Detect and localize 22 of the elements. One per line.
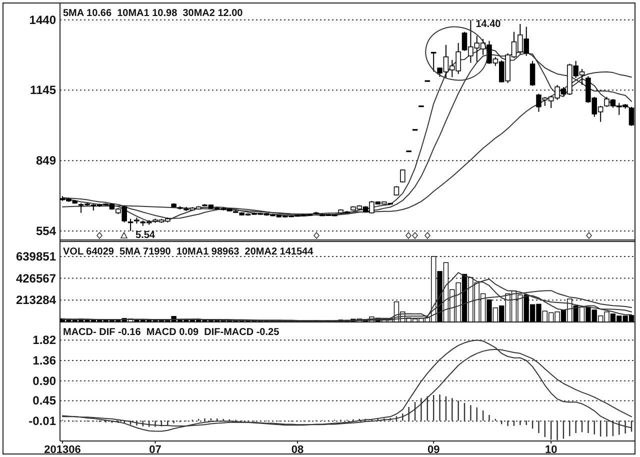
y-tick-label: 213284 <box>16 293 56 308</box>
text: MACD- DIF -0.16 MACD 0.09 DIF-MACD -0.25 <box>63 327 280 338</box>
y-tick-label: 1.36 <box>32 353 56 368</box>
x-tick-label: 09 <box>427 444 440 456</box>
text: 5MA 10.66 10MA1 10.98 30MA2 12.00 <box>63 8 244 19</box>
y-tick-label: 1.82 <box>32 333 56 348</box>
y-tick-label: 0.90 <box>32 374 56 388</box>
x-tick-label: 201306 <box>44 444 81 456</box>
y-tick-label: -0.01 <box>28 414 56 428</box>
y-tick-label: 1145 <box>30 83 56 98</box>
x-tick-label: 10 <box>544 444 558 456</box>
y-tick-label: 426567 <box>16 271 56 286</box>
y-tick-label: 0.45 <box>32 394 56 408</box>
annotation: 14.40 <box>476 18 502 30</box>
text: VOL 64029 5MA 71990 10MA1 98963 20MA2 141544 <box>63 246 314 258</box>
y-tick-label: 849 <box>36 154 56 168</box>
x-tick-label: 07 <box>149 444 162 456</box>
y-tick-label: 554 <box>36 224 56 238</box>
x-tick-label: 08 <box>291 444 304 456</box>
annotation: 5.54 <box>136 230 156 241</box>
y-tick-label: 639851 <box>16 249 56 264</box>
y-tick-label: 1440 <box>29 12 56 27</box>
